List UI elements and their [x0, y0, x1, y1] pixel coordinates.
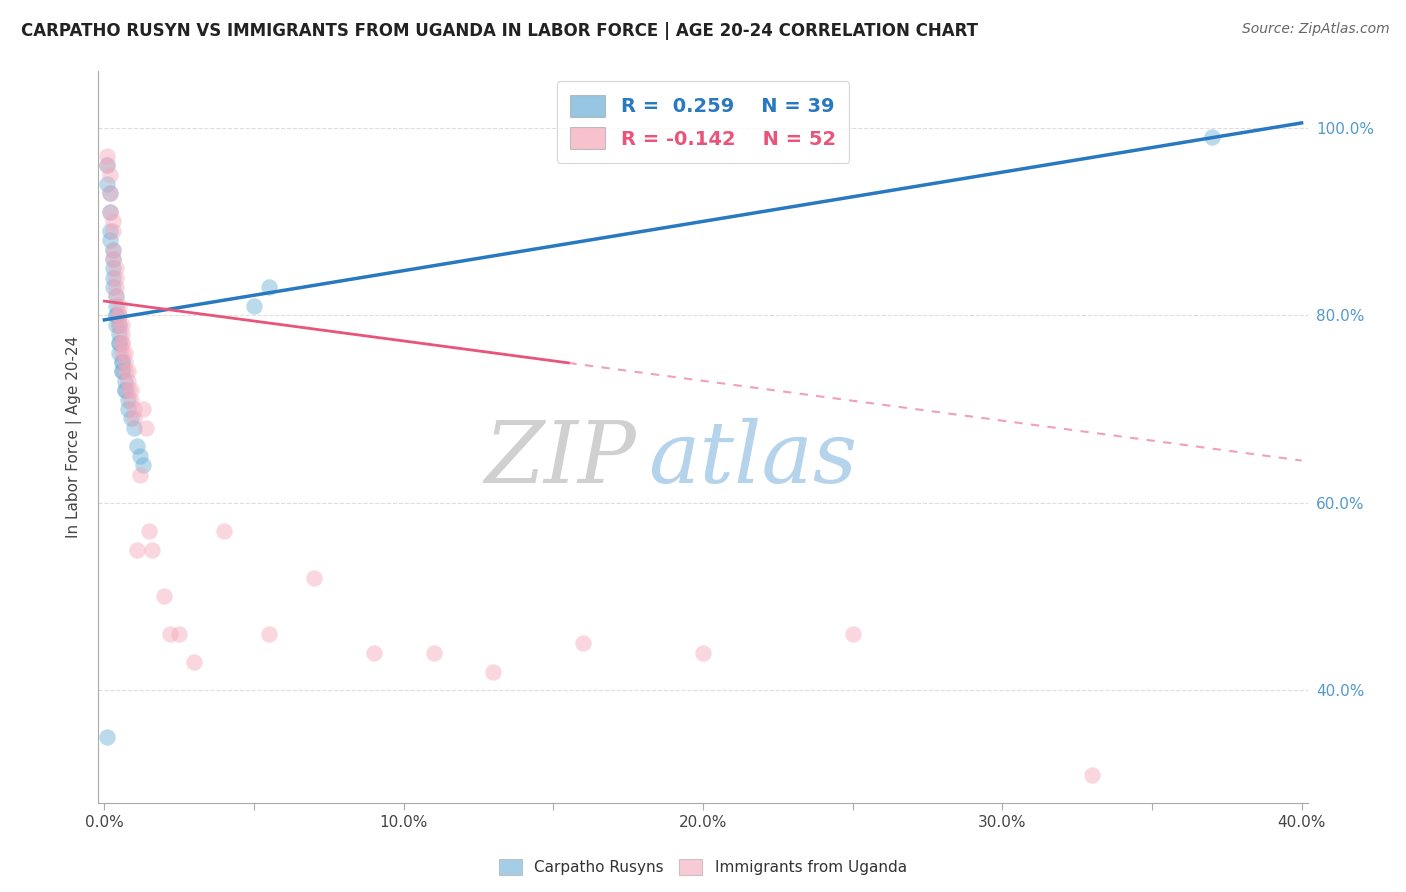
Point — [257, 627, 280, 641]
Point — [96, 730, 118, 744]
Point — [108, 336, 131, 351]
Point — [117, 383, 139, 397]
Point — [108, 318, 131, 332]
Point — [108, 308, 131, 322]
Point — [117, 401, 139, 416]
Point — [105, 270, 128, 285]
Point — [96, 158, 118, 172]
Point — [153, 590, 176, 604]
Point — [108, 308, 131, 322]
Point — [120, 392, 142, 407]
Point — [103, 252, 125, 266]
Point — [127, 440, 149, 454]
Point — [114, 383, 136, 397]
Point — [103, 214, 125, 228]
Point — [114, 355, 136, 369]
Point — [100, 205, 122, 219]
Point — [108, 299, 131, 313]
Point — [103, 270, 125, 285]
Point — [114, 364, 136, 378]
Point — [114, 383, 136, 397]
Point — [120, 383, 142, 397]
Point — [111, 336, 134, 351]
Point — [105, 289, 128, 303]
Point — [111, 318, 134, 332]
Point — [108, 318, 131, 332]
Point — [243, 299, 266, 313]
Point — [103, 243, 125, 257]
Point — [103, 261, 125, 276]
Point — [132, 458, 155, 473]
Legend: Carpatho Rusyns, Immigrants from Uganda: Carpatho Rusyns, Immigrants from Uganda — [492, 852, 914, 883]
Point — [111, 364, 134, 378]
Point — [1081, 767, 1104, 781]
Point — [692, 646, 714, 660]
Point — [363, 646, 385, 660]
Point — [132, 401, 155, 416]
Point — [422, 646, 444, 660]
Point — [111, 336, 134, 351]
Point — [138, 524, 160, 538]
Point — [124, 401, 146, 416]
Text: Source: ZipAtlas.com: Source: ZipAtlas.com — [1241, 22, 1389, 37]
Point — [572, 636, 595, 650]
Point — [129, 449, 152, 463]
Point — [841, 627, 863, 641]
Point — [114, 374, 136, 388]
Point — [167, 627, 190, 641]
Point — [111, 326, 134, 341]
Point — [1201, 130, 1223, 145]
Point — [103, 252, 125, 266]
Point — [114, 345, 136, 359]
Point — [103, 243, 125, 257]
Point — [159, 627, 181, 641]
Point — [100, 233, 122, 247]
Point — [100, 205, 122, 219]
Point — [105, 289, 128, 303]
Text: CARPATHO RUSYN VS IMMIGRANTS FROM UGANDA IN LABOR FORCE | AGE 20-24 CORRELATION : CARPATHO RUSYN VS IMMIGRANTS FROM UGANDA… — [21, 22, 979, 40]
Point — [302, 571, 325, 585]
Point — [105, 280, 128, 294]
Point — [124, 411, 146, 425]
Point — [105, 308, 128, 322]
Point — [117, 374, 139, 388]
Point — [100, 186, 122, 201]
Point — [100, 186, 122, 201]
Point — [117, 364, 139, 378]
Point — [120, 411, 142, 425]
Text: atlas: atlas — [648, 417, 858, 500]
Point — [96, 177, 118, 191]
Point — [124, 420, 146, 434]
Point — [96, 158, 118, 172]
Point — [105, 318, 128, 332]
Point — [108, 326, 131, 341]
Point — [111, 355, 134, 369]
Point — [111, 355, 134, 369]
Point — [105, 308, 128, 322]
Point — [111, 364, 134, 378]
Point — [108, 336, 131, 351]
Point — [96, 149, 118, 163]
Point — [103, 224, 125, 238]
Point — [482, 665, 505, 679]
Point — [141, 542, 163, 557]
Point — [257, 280, 280, 294]
Point — [105, 299, 128, 313]
Y-axis label: In Labor Force | Age 20-24: In Labor Force | Age 20-24 — [66, 336, 83, 538]
Point — [103, 280, 125, 294]
Point — [100, 168, 122, 182]
Point — [212, 524, 235, 538]
Point — [127, 542, 149, 557]
Point — [135, 420, 157, 434]
Point — [105, 261, 128, 276]
Point — [100, 224, 122, 238]
Point — [117, 392, 139, 407]
Point — [108, 345, 131, 359]
Point — [111, 345, 134, 359]
Text: ZIP: ZIP — [485, 417, 637, 500]
Point — [129, 467, 152, 482]
Point — [183, 655, 205, 669]
